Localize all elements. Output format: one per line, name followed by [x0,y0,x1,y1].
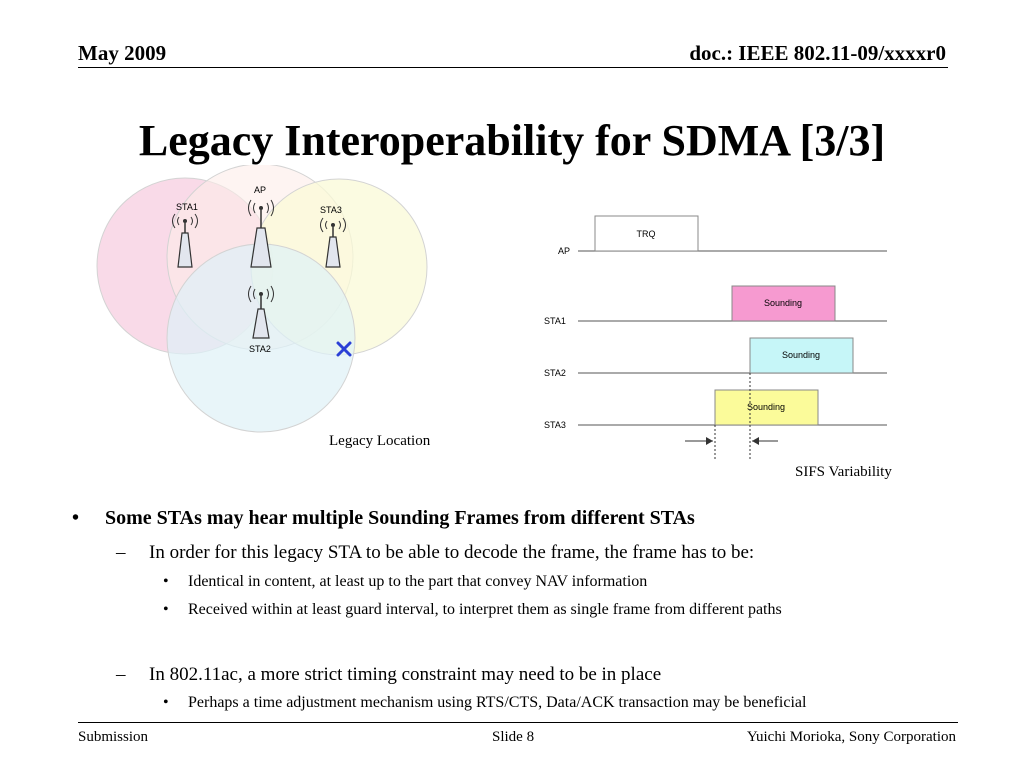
bullet-text: Identical in content, at least up to the… [188,573,648,590]
bullet-marker: • [72,507,80,529]
sta1-antenna-icon [172,213,198,268]
ap-antenna-icon [248,199,274,268]
legacy-location-cross-icon [336,341,352,357]
venn-label-sta1: STA1 [176,202,198,212]
sounding-timing-diagram: AP STA1 STA2 STA3 TRQ Sounding Sounding … [544,215,887,460]
footer-divider [78,722,958,723]
bullet-level2-timing-constraint: – In 802.11ac, a more strict timing const… [116,664,661,686]
venn-label-sta2: STA2 [249,344,271,354]
timing-label-sta3: STA3 [544,420,566,430]
header-date: May 2009 [78,41,167,65]
sta2-sounding-label: Sounding [782,350,820,360]
sta1-sounding-label: Sounding [764,298,802,308]
trq-frame-label: TRQ [637,229,656,239]
timing-label-sta1: STA1 [544,316,566,326]
bullet-text: Perhaps a time adjustment mechanism usin… [188,694,807,711]
legacy-location-caption: Legacy Location [329,433,431,449]
bullet-marker: • [163,601,169,618]
coverage-venn-diagram: STA1 AP STA3 STA2 [96,165,428,433]
sifs-arrow-right-icon [752,437,778,445]
sta1-sounding-frame [731,285,836,322]
bullet-marker: – [116,664,126,685]
sta3-sounding-label: Sounding [747,402,785,412]
bullet-level2-decode-requirement: – In order for this legacy STA to be able… [116,542,754,564]
sta3-sounding-frame [714,389,819,426]
header-divider [78,67,948,68]
timing-label-sta2: STA2 [544,368,566,378]
venn-label-sta3: STA3 [320,205,342,215]
trq-frame [594,215,699,252]
footer-author: Yuichi Morioka, Sony Corporation [746,729,956,745]
footer-slide-number: Slide 8 [492,729,535,745]
bullet-marker: • [163,573,169,590]
sta2-sounding-frame [749,337,854,374]
bullet-marker: • [163,694,169,711]
sifs-variability-caption: SIFS Variability [795,464,892,480]
bullet-level3-guard-interval: • Received within at least guard interval… [163,601,782,619]
bullet-text: In order for this legacy STA to be able … [149,542,755,563]
sifs-arrow-left-icon [685,437,713,445]
bullet-text: Some STAs may hear multiple Sounding Fra… [105,507,695,529]
footer-submission: Submission [78,729,149,745]
bullet-text: Received within at least guard interval,… [188,601,782,618]
slide-title: Legacy Interoperability for SDMA [3/3] [138,116,886,165]
bullet-level3-time-adjustment: • Perhaps a time adjustment mechanism usi… [163,694,806,712]
venn-label-ap: AP [254,185,266,195]
bullet-level1-sounding-frames: • Some STAs may hear multiple Sounding Fr… [72,507,695,530]
timing-label-ap: AP [558,246,570,256]
bullet-level3-identical-content: • Identical in content, at least up to th… [163,573,647,591]
sta2-antenna-icon [248,285,274,339]
sta3-antenna-icon [320,217,346,268]
bullet-text: In 802.11ac, a more strict timing constr… [149,664,662,685]
header-doc-id: doc.: IEEE 802.11-09/xxxxr0 [689,41,946,65]
bullet-marker: – [116,542,126,563]
